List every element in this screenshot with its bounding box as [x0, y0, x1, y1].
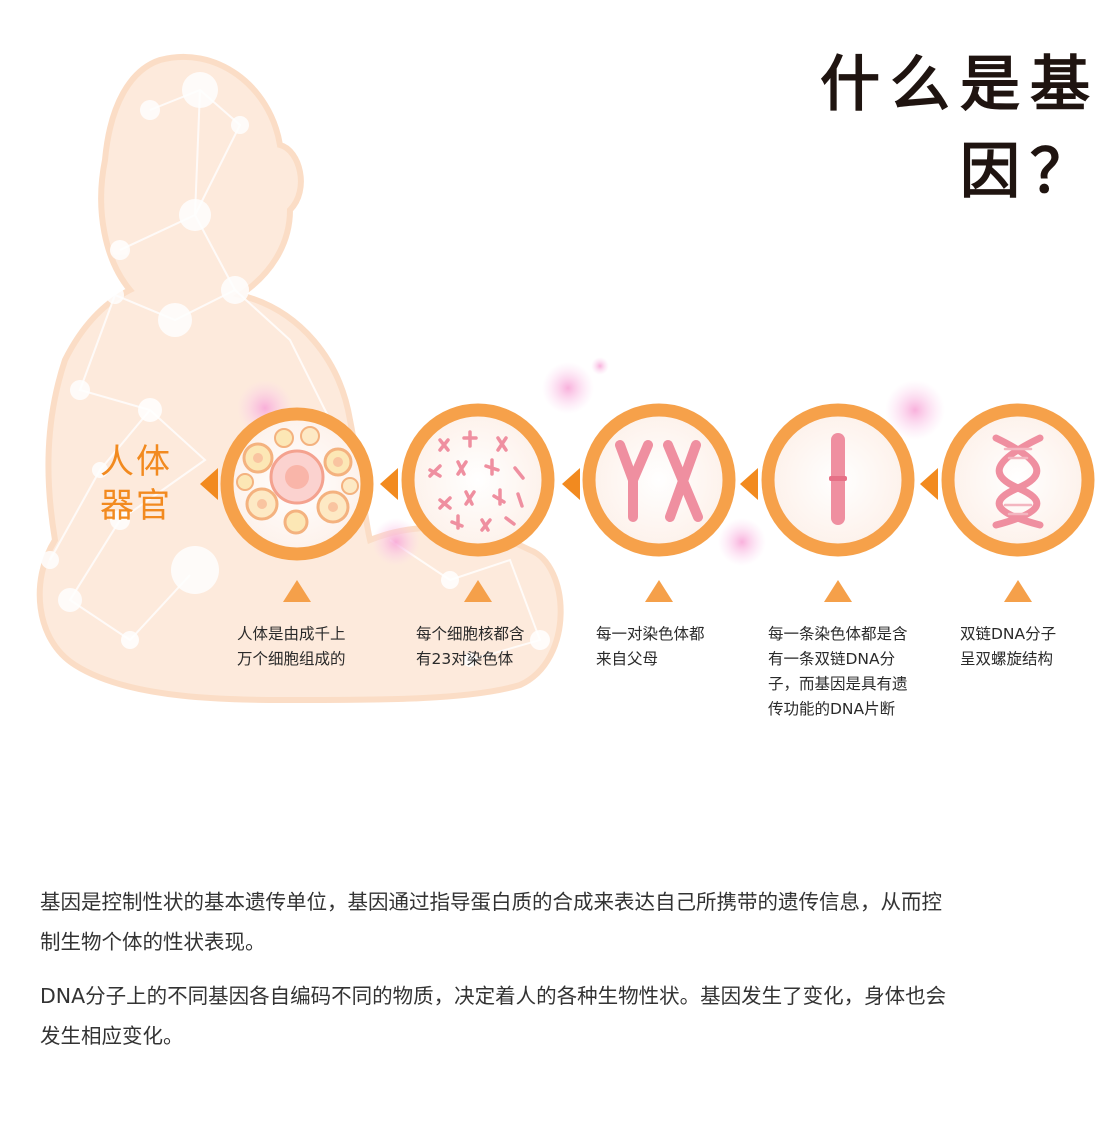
- caption-pointers: [283, 580, 1032, 602]
- caption-line: 子，而基因是具有遗: [768, 675, 908, 693]
- caption-line: 双链DNA分子: [960, 625, 1057, 643]
- stage-circle-nucleus: [380, 403, 555, 557]
- caption-nucleus: 每个细胞核都含 有23对染色体: [416, 622, 525, 672]
- caption-cells: 人体是由成千上 万个细胞组成的: [237, 622, 346, 672]
- organ-label-line-1: 人体: [100, 442, 172, 482]
- organ-label: 人体 器官: [100, 440, 190, 528]
- nucleus-chromosomes-icon: [428, 430, 525, 532]
- caption-chromosome-pair: 每一对染色体都 来自父母: [596, 622, 705, 672]
- caption-line: 万个细胞组成的: [237, 650, 346, 668]
- cells-icon: [236, 426, 359, 535]
- description-line: 发生相应变化。: [40, 1024, 184, 1048]
- caption-line: 人体是由成千上: [237, 625, 346, 643]
- caption-dna: 双链DNA分子 呈双螺旋结构: [960, 622, 1056, 672]
- stage-circle-chromosome-pair: [562, 403, 736, 557]
- description-line: 制生物个体的性状表现。: [40, 930, 266, 954]
- organ-label-line-2: 器官: [100, 486, 172, 526]
- caption-line: 来自父母: [596, 650, 659, 668]
- caption-line: 每一条染色体都是含: [768, 625, 908, 643]
- chromosome-pair-icon: [615, 440, 703, 522]
- stage-circle-cells: [200, 407, 374, 561]
- caption-single-chromosome: 每一条染色体都是含 有一条双链DNA分 子，而基因是具有遗 传功能的DNA片断: [768, 622, 908, 722]
- dna-helix-icon: [992, 434, 1044, 529]
- caption-line: 传功能的DNA片断: [768, 700, 896, 718]
- description-line: DNA分子上的不同基因各自编码不同的物质，决定着人的各种生物性状。基因发生了变化…: [40, 984, 947, 1008]
- single-chromosome-icon: [829, 433, 847, 525]
- description-line: 基因是控制性状的基本遗传单位，基因通过指导蛋白质的合成来表达自己所携带的遗传信息…: [40, 890, 942, 914]
- description-paragraph-1: 基因是控制性状的基本遗传单位，基因通过指导蛋白质的合成来表达自己所携带的遗传信息…: [40, 882, 1085, 962]
- caption-line: 有一条双链DNA分: [768, 650, 896, 668]
- page-title: 什么是基因？: [820, 50, 1100, 207]
- stage-circle-dna: [920, 403, 1095, 557]
- caption-line: 有23对染色体: [416, 650, 514, 668]
- caption-line: 每一对染色体都: [596, 625, 705, 643]
- caption-line: 呈双螺旋结构: [960, 650, 1054, 668]
- stage-circle-single-chromosome: [740, 403, 915, 557]
- caption-line: 每个细胞核都含: [416, 625, 525, 643]
- description-paragraph-2: DNA分子上的不同基因各自编码不同的物质，决定着人的各种生物性状。基因发生了变化…: [40, 976, 1085, 1056]
